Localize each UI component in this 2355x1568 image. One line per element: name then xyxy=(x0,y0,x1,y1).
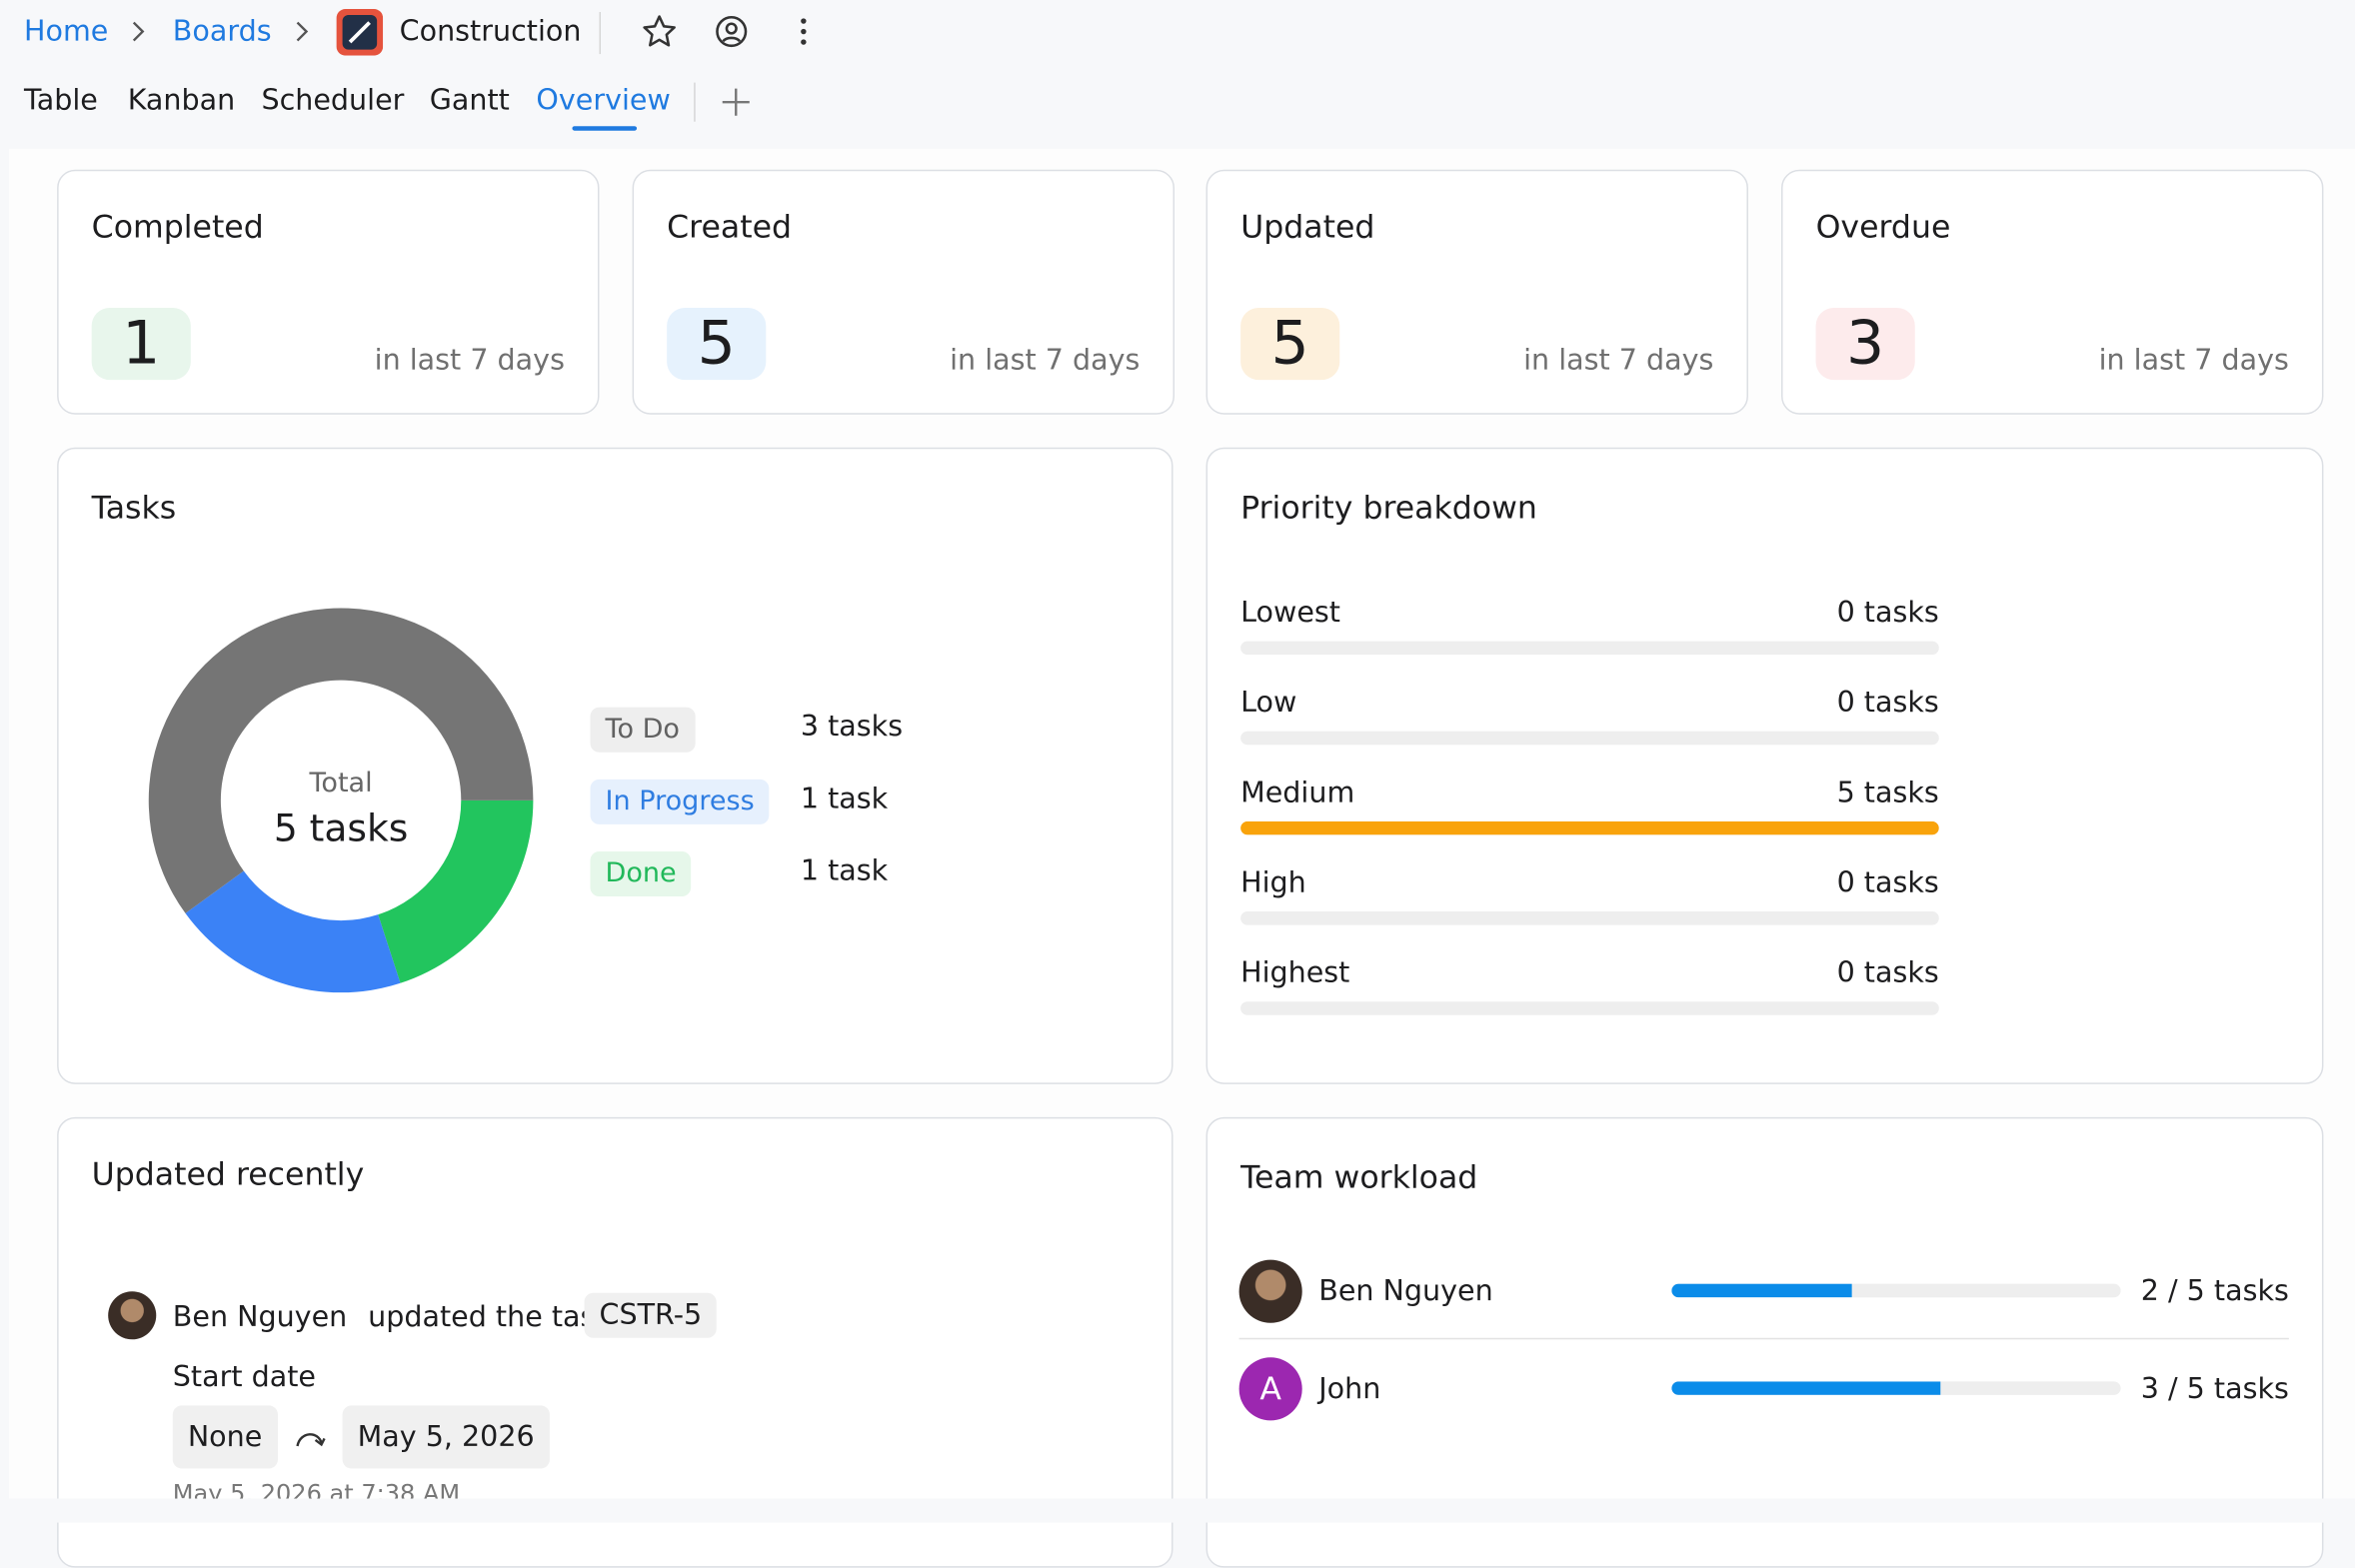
donut-segment xyxy=(378,799,534,983)
priority-name: Highest xyxy=(1240,956,1350,990)
workload-bar xyxy=(1671,1283,1852,1298)
workload-bar xyxy=(1671,1381,1941,1395)
priority-count: 0 tasks xyxy=(1836,686,1939,720)
avatar xyxy=(108,1291,157,1340)
tab[interactable]: Table xyxy=(24,84,98,118)
row-divider xyxy=(1238,1337,2289,1340)
stat-value: 5 xyxy=(1240,308,1340,381)
old-value: None xyxy=(172,1405,278,1469)
arrow-path xyxy=(296,1433,326,1447)
priority-name: Lowest xyxy=(1240,596,1340,630)
chevron xyxy=(296,21,309,42)
stat-period: in last 7 days xyxy=(374,344,565,378)
priority-count: 0 tasks xyxy=(1836,596,1939,630)
tab[interactable]: Kanban xyxy=(127,84,236,118)
tab-indicator xyxy=(571,126,637,131)
divider xyxy=(599,12,602,55)
priority-bar xyxy=(1240,820,1939,835)
stat-title: Completed xyxy=(91,208,264,245)
tab[interactable]: Scheduler xyxy=(261,84,405,118)
tasks-card: Tasks Total 5 tasks To Do 3 tasks In Progress… xyxy=(57,447,1174,1084)
stat-card: Updated 5 in last 7 days xyxy=(1205,169,1748,415)
board-icon xyxy=(336,9,384,56)
star-button[interactable] xyxy=(642,14,678,50)
stat-title: Updated xyxy=(1240,208,1375,245)
card-title: Updated recently xyxy=(91,1155,365,1193)
stat-value: 1 xyxy=(91,308,191,381)
workload-track xyxy=(1671,1381,2121,1395)
avatar xyxy=(1238,1259,1302,1323)
stat-period: in last 7 days xyxy=(2098,344,2289,378)
workload-track xyxy=(1671,1283,2121,1298)
recent-card: Updated recently Ben Nguyen updated the ta… xyxy=(57,1116,1174,1568)
stat-period: in last 7 days xyxy=(1523,344,1714,378)
new-value: May 5, 2026 xyxy=(342,1405,550,1469)
stat-title: Created xyxy=(667,208,793,245)
activity-user: Ben Nguyen xyxy=(172,1300,348,1334)
avatar: A xyxy=(1238,1357,1302,1421)
donut-caption: Total xyxy=(309,768,373,798)
activity-action: updated the task xyxy=(368,1300,612,1334)
footer-bg xyxy=(0,1498,2355,1523)
status-chip: In Progress xyxy=(590,779,770,824)
breadcrumb-boards[interactable]: Boards xyxy=(172,15,272,49)
status-count: 3 tasks xyxy=(800,710,904,744)
card-title: Priority breakdown xyxy=(1240,489,1537,526)
stat-value: 5 xyxy=(667,308,767,381)
tab[interactable]: Overview xyxy=(536,84,671,118)
chevron xyxy=(132,21,145,42)
stat-card: Overdue 3 in last 7 days xyxy=(1781,169,2324,415)
breadcrumb-home[interactable]: Home xyxy=(24,15,109,49)
donut-segment xyxy=(185,870,401,993)
card-title: Tasks xyxy=(91,489,177,526)
status-count: 1 task xyxy=(800,782,889,815)
priority-track xyxy=(1240,820,1939,835)
stat-title: Overdue xyxy=(1815,208,1951,245)
watch-button[interactable] xyxy=(714,14,750,50)
priority-card: Priority breakdown Lowest 0 tasks Low 0 task… xyxy=(1205,447,2324,1084)
priority-name: Low xyxy=(1240,686,1297,720)
priority-track xyxy=(1240,641,1939,656)
team-card: Team workload Ben Nguyen 2 / 5 tasks A John 3… xyxy=(1205,1116,2324,1568)
priority-track xyxy=(1240,731,1939,746)
stat-value: 3 xyxy=(1815,308,1915,381)
stat-card: Completed 1 in last 7 days xyxy=(57,169,600,415)
status-chip: Done xyxy=(590,850,692,897)
card-title: Team workload xyxy=(1240,1158,1478,1196)
priority-count: 0 tasks xyxy=(1836,956,1939,990)
breadcrumb-board[interactable]: Construction xyxy=(399,15,582,49)
priority-count: 5 tasks xyxy=(1836,776,1939,809)
field-name: Start date xyxy=(172,1360,316,1394)
workload-label: 3 / 5 tasks xyxy=(2140,1372,2289,1406)
status-chip: To Do xyxy=(590,707,695,753)
divider xyxy=(694,82,696,122)
priority-count: 0 tasks xyxy=(1836,865,1939,900)
workload-label: 2 / 5 tasks xyxy=(2140,1274,2289,1308)
donut-chart: Total 5 tasks xyxy=(148,608,534,993)
add-tab-button[interactable] xyxy=(720,86,753,119)
priority-name: High xyxy=(1240,865,1306,900)
priority-track xyxy=(1240,1001,1939,1015)
tab[interactable]: Gantt xyxy=(429,84,510,118)
donut-segment xyxy=(148,608,534,913)
status-count: 1 task xyxy=(800,853,889,888)
header: Home Boards Construction Table Kanban Sche… xyxy=(0,0,2355,148)
arrow xyxy=(296,1433,326,1447)
donut-total: 5 tasks xyxy=(274,805,408,849)
priority-name: Medium xyxy=(1240,776,1355,809)
priority-track xyxy=(1240,911,1939,925)
task-chip[interactable]: CSTR-5 xyxy=(584,1292,718,1338)
stat-period: in last 7 days xyxy=(950,344,1141,378)
member-name: Ben Nguyen xyxy=(1318,1274,1493,1308)
more-button[interactable] xyxy=(792,14,816,50)
member-name: John xyxy=(1318,1372,1381,1406)
stat-card: Created 5 in last 7 days xyxy=(632,169,1175,415)
